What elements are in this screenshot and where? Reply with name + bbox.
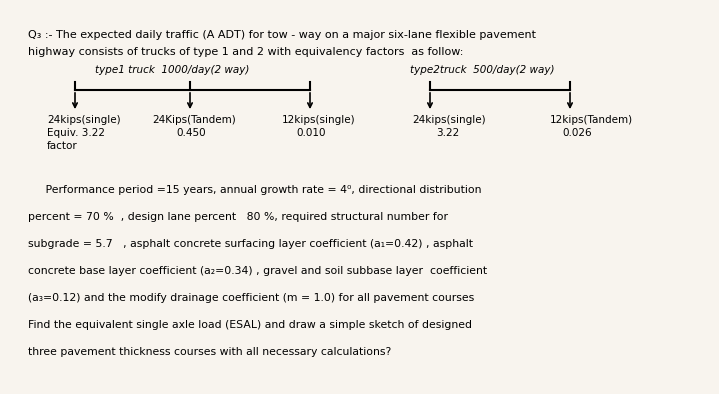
- Text: type2truck  500/day(2 way): type2truck 500/day(2 way): [410, 65, 554, 75]
- Text: concrete base layer coefficient (a₂=0.34) , gravel and soil subbase layer  coeff: concrete base layer coefficient (a₂=0.34…: [28, 266, 487, 276]
- Text: 24kips(single): 24kips(single): [47, 115, 121, 125]
- Text: 0.010: 0.010: [296, 128, 326, 138]
- Text: Equiv. 3.22: Equiv. 3.22: [47, 128, 105, 138]
- Text: 0.450: 0.450: [176, 128, 206, 138]
- Text: highway consists of trucks of type 1 and 2 with equivalency factors  as follow:: highway consists of trucks of type 1 and…: [28, 47, 463, 57]
- Text: three pavement thickness courses with all necessary calculations?: three pavement thickness courses with al…: [28, 347, 391, 357]
- Text: subgrade = 5.7   , asphalt concrete surfacing layer coefficient (a₁=0.42) , asph: subgrade = 5.7 , asphalt concrete surfac…: [28, 239, 473, 249]
- Text: factor: factor: [47, 141, 78, 151]
- Text: 24kips(single): 24kips(single): [412, 115, 485, 125]
- Text: Find the equivalent single axle load (ESAL) and draw a simple sketch of designed: Find the equivalent single axle load (ES…: [28, 320, 472, 330]
- Text: 3.22: 3.22: [436, 128, 459, 138]
- Text: Q₃ :- The expected daily traffic (A ADT) for tow - way on a major six-lane flexi: Q₃ :- The expected daily traffic (A ADT)…: [28, 30, 536, 40]
- Text: 0.026: 0.026: [562, 128, 592, 138]
- Text: 24Kips(Tandem): 24Kips(Tandem): [152, 115, 236, 125]
- Text: 12kips(Tandem): 12kips(Tandem): [550, 115, 633, 125]
- Text: (a₃=0.12) and the modify drainage coefficient (m = 1.0) for all pavement courses: (a₃=0.12) and the modify drainage coeffi…: [28, 293, 475, 303]
- Text: 12kips(single): 12kips(single): [282, 115, 356, 125]
- Text: type1 truck  1000/day(2 way): type1 truck 1000/day(2 way): [95, 65, 249, 75]
- Text: Performance period =15 years, annual growth rate = 4⁰, directional distribution: Performance period =15 years, annual gro…: [28, 185, 482, 195]
- Text: percent = 70 %  , design lane percent   80 %, required structural number for: percent = 70 % , design lane percent 80 …: [28, 212, 448, 222]
